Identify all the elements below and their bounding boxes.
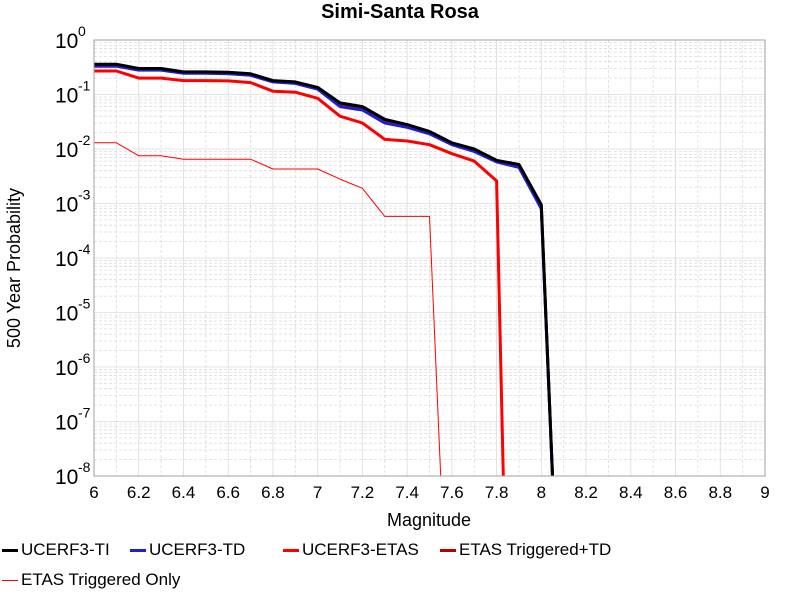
x-tick-label: 6.4 — [172, 483, 196, 502]
series-lines — [94, 62, 554, 476]
x-tick-label: 7.8 — [485, 483, 509, 502]
y-tick-label: 10 -3 — [55, 187, 91, 217]
y-tick-base: 10 — [55, 139, 78, 162]
y-tick-base: 10 — [55, 248, 78, 271]
y-tick-exponent: -6 — [78, 350, 91, 366]
y-tick-label: 10 -8 — [55, 459, 91, 489]
legend-swatch — [440, 548, 456, 552]
x-tick-label: 9 — [760, 483, 769, 502]
y-tick-base: 10 — [55, 303, 78, 326]
y-tick-base: 10 — [55, 85, 78, 108]
series-line-ucerf3-etas — [94, 69, 505, 476]
x-tick-label: 7 — [313, 483, 322, 502]
x-tick-label: 8.2 — [574, 483, 598, 502]
x-tick-labels: 6 6.2 6.4 6.6 6.8 7 7.2 7.4 7.6 7.8 8 8.2 8.4 8.6 8.8 9 — [89, 483, 769, 502]
legend-label: ETAS Triggered Only — [21, 570, 181, 589]
x-tick-label: 8.6 — [664, 483, 688, 502]
legend-swatch — [2, 548, 18, 552]
grid — [93, 40, 766, 477]
legend-swatch — [130, 548, 146, 552]
series-line-ucerf3-td — [94, 64, 554, 476]
legend-label: ETAS Triggered+TD — [459, 540, 612, 559]
y-axis-label: 500 Year Probability — [4, 188, 24, 348]
x-tick-label: 8.4 — [619, 483, 643, 502]
legend-item: ETAS Triggered Only — [2, 570, 180, 590]
legend-label: UCERF3-ETAS — [302, 540, 419, 559]
y-tick-label: 10 -4 — [55, 241, 91, 271]
x-tick-label: 6 — [89, 483, 98, 502]
y-tick-exponent: -4 — [78, 241, 91, 257]
x-tick-label: 6.8 — [261, 483, 285, 502]
legend-item: ETAS Triggered+TD — [440, 540, 611, 560]
plot-frame — [93, 39, 766, 477]
y-tick-base: 10 — [55, 357, 78, 380]
y-tick-label: 10 -6 — [55, 350, 91, 380]
y-tick-base: 10 — [55, 412, 78, 435]
legend-item: UCERF3-TI — [2, 540, 110, 560]
x-axis-label: Magnitude — [387, 510, 471, 530]
y-tick-label: 10 0 — [55, 23, 86, 53]
legend-item: UCERF3-TD — [130, 540, 245, 560]
x-tick-label: 7.2 — [351, 483, 375, 502]
series-line-etas-triggered-only — [94, 142, 442, 476]
y-tick-exponent: -7 — [78, 405, 91, 421]
y-tick-base: 10 — [55, 466, 78, 489]
x-tick-label: 7.6 — [440, 483, 464, 502]
y-tick-exponent: -3 — [78, 187, 91, 203]
y-tick-exponent: -8 — [78, 459, 91, 475]
legend-item: UCERF3-ETAS — [283, 540, 419, 560]
y-tick-label: 10 -1 — [55, 78, 91, 108]
y-tick-label: 10 -7 — [55, 405, 91, 435]
legend-swatch — [2, 579, 18, 581]
x-tick-label: 6.2 — [127, 483, 151, 502]
legend-swatch — [283, 548, 299, 552]
series-line-ucerf3-ti — [94, 62, 554, 476]
y-tick-label: 10 -2 — [55, 132, 91, 162]
x-tick-label: 7.4 — [395, 483, 419, 502]
y-tick-exponent: -5 — [78, 296, 91, 312]
y-tick-base: 10 — [55, 194, 78, 217]
y-tick-label: 10 -5 — [55, 296, 91, 326]
y-tick-base: 10 — [55, 30, 78, 53]
y-tick-exponent: 0 — [78, 23, 86, 39]
legend-label: UCERF3-TI — [21, 540, 110, 559]
y-tick-exponent: -2 — [78, 132, 91, 148]
y-tick-exponent: -1 — [78, 78, 91, 94]
x-tick-label: 6.6 — [216, 483, 240, 502]
chart-title: Simi-Santa Rosa — [321, 1, 480, 23]
series-line-etas-triggered-td — [94, 64, 554, 476]
legend-label: UCERF3-TD — [149, 540, 246, 559]
legend: UCERF3-TI UCERF3-TD UCERF3-ETAS ETAS Trigge… — [0, 536, 800, 600]
x-tick-label: 8 — [537, 483, 546, 502]
x-tick-label: 8.8 — [708, 483, 732, 502]
